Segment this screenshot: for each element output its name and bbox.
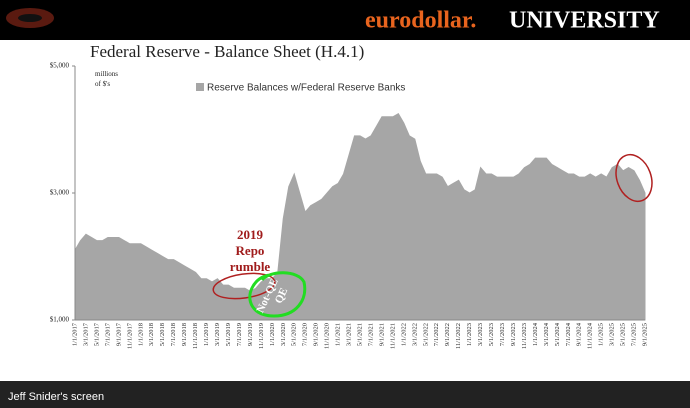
x-tick-label: 1/1/2018 [137, 323, 144, 346]
x-tick-label: 7/1/2017 [104, 322, 111, 346]
x-tick-label: 11/1/2017 [126, 322, 133, 349]
x-tick-label: 3/1/2019 [214, 323, 221, 346]
x-tick-label: 5/1/2021 [356, 323, 363, 346]
x-tick-label: 5/1/2025 [620, 323, 627, 346]
annotation: 2019 [237, 227, 264, 242]
brand: eurodollar. [365, 8, 476, 34]
annotation: Repo [236, 243, 265, 258]
x-tick-label: 9/1/2017 [115, 322, 122, 346]
x-tick-label: 9/1/2025 [641, 323, 648, 346]
y-label: millions [95, 70, 118, 78]
x-tick-label: 5/1/2023 [488, 323, 495, 346]
area [74, 112, 646, 321]
plot: $1,000 $3,000 $5,000 Reserve Balances w/Fed… [50, 62, 653, 349]
y-tick-label: $5,000 [50, 62, 70, 70]
y-tick-label: $3,000 [50, 189, 70, 197]
x-tick-label: 3/1/2024 [543, 322, 550, 346]
x-tick-label: 1/1/2020 [269, 323, 276, 346]
x-tick-label: 7/1/2020 [302, 323, 309, 346]
legend-label: Reserve Balances w/Federal Reserve Banks [207, 83, 405, 94]
x-tick-label: 7/1/2022 [433, 323, 440, 346]
x-tick-label: 7/1/2018 [170, 323, 177, 346]
x-tick-label: 9/1/2020 [313, 323, 320, 346]
x-tick-label: 3/1/2022 [411, 323, 418, 346]
x-tick-label: 9/1/2019 [247, 323, 254, 346]
x-tick-label: 3/1/2021 [346, 323, 353, 346]
x-tick-label: 9/1/2021 [378, 323, 385, 346]
x-tick-label: 5/1/2018 [159, 323, 166, 346]
footer-bar [0, 381, 690, 408]
x-tick-label: 9/1/2022 [444, 323, 451, 346]
annotation: rumble [230, 259, 271, 274]
x-tick-label: 9/1/2018 [181, 323, 188, 346]
x-tick-label: 11/1/2021 [389, 323, 396, 349]
x-tick-label: 9/1/2024 [576, 322, 583, 346]
x-tick-label: 1/1/2021 [335, 323, 342, 346]
annotation-loop [248, 271, 307, 318]
x-tick-label: 11/1/2024 [587, 322, 594, 349]
x-tick-label: 1/1/2019 [203, 323, 210, 346]
x-tick-label: 7/1/2025 [631, 323, 638, 346]
x-tick-label: 11/1/2018 [192, 323, 199, 349]
x-tick-label: 7/1/2019 [236, 323, 243, 346]
x-tick-label: 3/1/2025 [609, 323, 616, 346]
y-label: of $'s [95, 80, 110, 88]
legend-swatch [196, 83, 204, 91]
logo-core [18, 14, 42, 22]
x-tick-label: 1/1/2023 [466, 323, 473, 346]
x-tick-label: 1/1/2022 [400, 323, 407, 346]
x-tick-label: 11/1/2023 [521, 323, 528, 349]
chart-title: Federal Reserve - Balance Sheet (H.4.1) [90, 42, 364, 61]
x-tick-label: 3/1/2017 [82, 322, 89, 346]
x-tick-label: 1/1/2025 [598, 323, 605, 346]
y-tick-label: $1,000 [50, 316, 70, 324]
footer: Jeff Snider's screen [8, 391, 104, 403]
x-tick-label: 3/1/2023 [477, 323, 484, 346]
x-tick-label: 5/1/2017 [93, 322, 100, 346]
x-tick-label: 11/1/2020 [324, 323, 331, 349]
x-tick-label: 11/1/2019 [258, 323, 265, 349]
x-tick-label: 7/1/2023 [499, 323, 506, 346]
x-tick-label: 7/1/2021 [367, 323, 374, 346]
annotation-circle [212, 272, 276, 300]
x-tick-label: 7/1/2024 [565, 322, 572, 346]
x-tick-label: 5/1/2020 [291, 323, 298, 346]
x-tick-label: 3/1/2020 [280, 323, 287, 346]
x-tick-label: 1/1/2024 [532, 322, 539, 346]
x-tick-label: 5/1/2019 [225, 323, 232, 346]
brand-suffix: UNIVERSITY [509, 8, 660, 34]
x-tick-label: 5/1/2024 [554, 322, 561, 346]
x-tick-label: 1/1/2017 [71, 322, 78, 346]
x-tick-label: 11/1/2022 [455, 323, 462, 349]
annotation-circle [615, 153, 653, 203]
header-bar [0, 0, 690, 40]
x-tick-label: 9/1/2023 [510, 323, 517, 346]
x-tick-label: 5/1/2022 [422, 323, 429, 346]
x-tick-label: 3/1/2018 [148, 323, 155, 346]
